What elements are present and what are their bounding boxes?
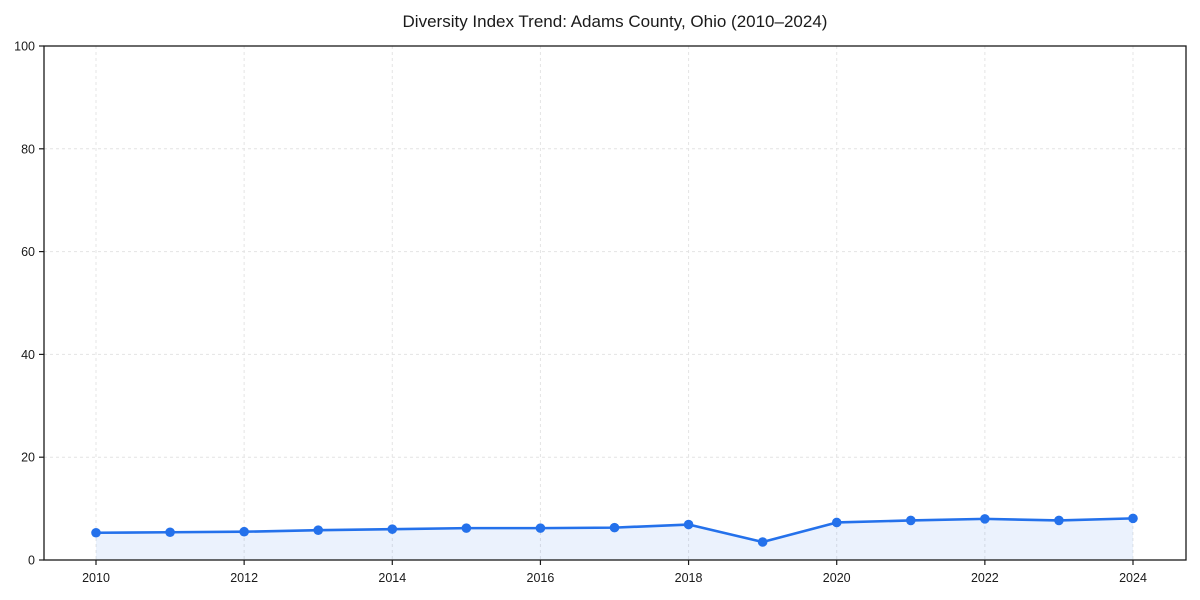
x-tick-label: 2014 (378, 571, 406, 585)
y-tick-label: 80 (21, 142, 35, 156)
data-point (757, 537, 768, 547)
data-point (905, 515, 916, 526)
x-tick-label: 2018 (675, 571, 703, 585)
x-tick-label: 2024 (1119, 571, 1147, 585)
data-point (91, 527, 101, 538)
data-point (831, 517, 842, 528)
data-point (980, 514, 990, 524)
data-point (1054, 515, 1064, 526)
area-fill (96, 518, 1133, 560)
x-tick-label: 2022 (971, 571, 999, 585)
data-point (387, 524, 398, 534)
x-tick-label: 2020 (823, 571, 851, 585)
x-tick-label: 2010 (82, 571, 110, 585)
data-point (313, 525, 324, 535)
y-tick-label: 100 (14, 40, 35, 54)
data-point (535, 523, 546, 533)
data-point (165, 527, 175, 538)
y-tick-label: 0 (28, 554, 35, 568)
y-tick-label: 40 (21, 348, 35, 362)
y-tick-label: 60 (21, 245, 35, 259)
x-tick-label: 2012 (230, 571, 258, 585)
y-tick-label: 20 (21, 451, 35, 465)
data-point (609, 522, 620, 533)
data-point (461, 523, 472, 533)
data-point (1128, 513, 1138, 524)
data-point (239, 526, 249, 537)
x-tick-label: 2016 (527, 571, 555, 585)
data-point (683, 519, 694, 530)
chart-title: Diversity Index Trend: Adams County, Ohi… (402, 12, 828, 31)
plot-frame (43, 45, 1187, 561)
